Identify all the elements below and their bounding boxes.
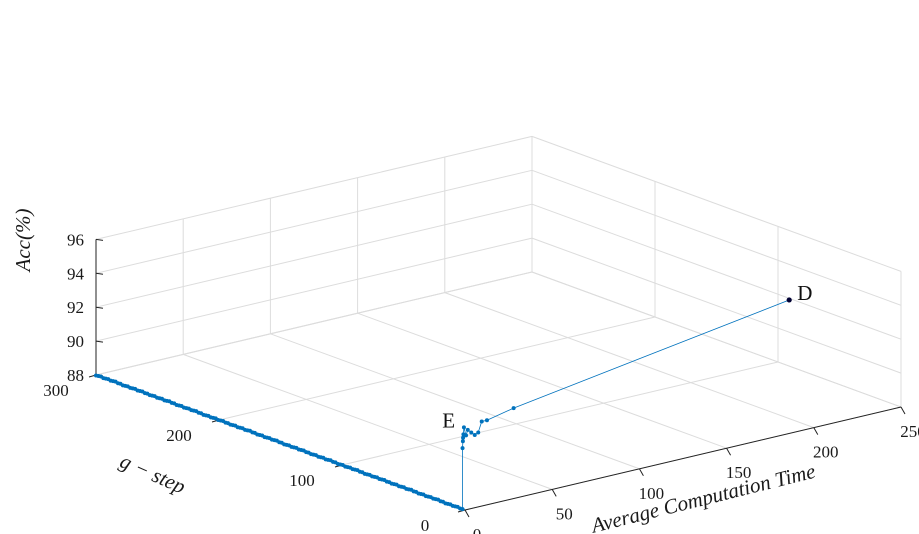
z-tick-mark [95,340,104,343]
back-wall-gridline [95,135,533,240]
back-wall-gridline [95,203,533,308]
z-tick-mark [95,306,104,309]
data-point [460,446,465,451]
y-tick-label: 0 [421,516,430,534]
side-wall-gridline [531,203,902,340]
floor-gridline [270,333,640,470]
data-point [461,425,466,430]
z-tick-label: 90 [67,332,84,351]
data-point [484,418,489,423]
side-wall-gridline [531,237,902,374]
x-tick-mark [638,468,644,477]
x-tick-label: 200 [813,443,839,462]
floor-gridline [218,316,656,421]
floor-gridline [183,353,553,490]
z-tick-mark [95,238,104,241]
grid [95,135,902,511]
x-tick-mark [726,447,732,456]
y-axis-label: g − step [116,449,189,499]
data-point [464,433,469,438]
x-tick-mark [900,406,906,415]
x-tick-label: 0 [473,525,482,534]
data-point [511,406,516,411]
labels: Acc(%) g − step Average Computation Time… [11,209,919,534]
back-wall-gridline [95,237,533,342]
data-point [465,427,470,432]
back-wall-gridline [95,271,533,376]
data-point [461,435,466,440]
z-tick-label: 94 [67,264,85,283]
z-tick-label: 96 [67,230,84,249]
side-wall-gridline [531,271,902,408]
x-tick-label: 100 [639,484,665,503]
x-axis-line [464,406,902,511]
data-series [94,297,792,512]
z-tick-label: 88 [67,366,84,385]
data-point [460,507,465,512]
x-tick-label: 50 [556,504,573,523]
data-point [460,439,465,444]
floor-gridline [444,292,814,429]
data-point [479,419,484,424]
side-wall-gridline [531,169,902,306]
x-tick-label: 250 [900,422,919,441]
z-tick-mark [95,272,104,275]
x-tick-mark [464,509,470,518]
data-point [472,433,477,438]
series-line [95,299,790,510]
data-point [469,430,474,435]
annotation-E: E [442,408,455,432]
x-axis-label: Average Computation Time [587,459,818,534]
floor-gridline [341,361,779,466]
data-point [476,430,481,435]
floor-gridline [357,312,727,449]
back-wall-gridline [95,169,533,274]
z-tick-label: 92 [67,298,84,317]
y-tick-label: 100 [289,471,315,490]
side-wall-gridline [531,135,902,272]
x-tick-mark [813,427,819,435]
annotation-D: D [797,281,812,305]
y-tick-label: 200 [166,426,192,445]
endpoint-D-marker [786,297,792,303]
x-tick-label: 150 [726,463,752,482]
z-axis-label: Acc(%) [11,209,35,274]
y-tick-label: 300 [43,381,69,400]
x-tick-mark [551,489,557,497]
